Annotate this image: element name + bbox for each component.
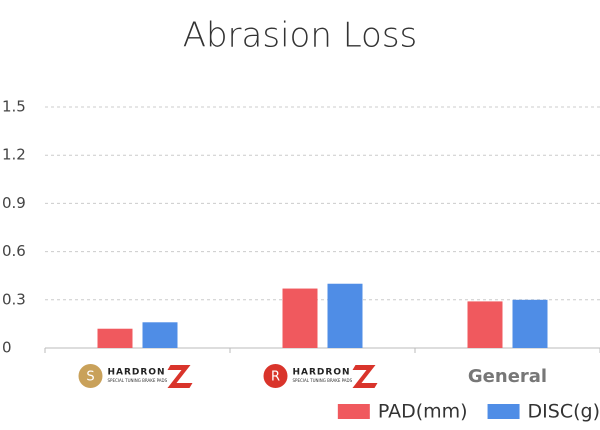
logo-badge bbox=[263, 364, 288, 388]
y-tick-label: 0.3 bbox=[2, 290, 26, 308]
logo-brand: HARDRON bbox=[293, 368, 351, 378]
bar bbox=[97, 328, 133, 348]
y-tick-label: 1.2 bbox=[2, 146, 26, 164]
legend-label: DISC(g) bbox=[528, 401, 600, 423]
legend-swatch bbox=[337, 404, 370, 419]
legend-swatch bbox=[487, 404, 520, 419]
bar bbox=[512, 299, 548, 348]
logo-tagline: SPECIAL TUNING BRAKE PADS bbox=[108, 378, 168, 383]
logo-z bbox=[167, 365, 193, 388]
chart-title: Abrasion Loss bbox=[183, 16, 418, 56]
logo-tagline: SPECIAL TUNING BRAKE PADS bbox=[293, 378, 353, 383]
y-tick-label: 0.6 bbox=[2, 242, 26, 260]
bar bbox=[327, 283, 363, 348]
y-tick-label: 0.9 bbox=[2, 194, 26, 212]
logo-badge bbox=[78, 364, 103, 388]
logo-brand: HARDRON bbox=[108, 368, 166, 378]
bar bbox=[467, 301, 503, 348]
logo-badge-letter: R bbox=[271, 370, 280, 385]
x-tick-label: General bbox=[468, 366, 547, 387]
y-tick-label: 1.5 bbox=[2, 98, 26, 116]
bar bbox=[282, 288, 318, 348]
bar bbox=[142, 322, 178, 348]
logo-z bbox=[352, 365, 378, 388]
legend-label: PAD(mm) bbox=[378, 401, 468, 423]
y-tick-label: 0 bbox=[2, 339, 12, 357]
logo-badge-letter: S bbox=[86, 370, 94, 385]
